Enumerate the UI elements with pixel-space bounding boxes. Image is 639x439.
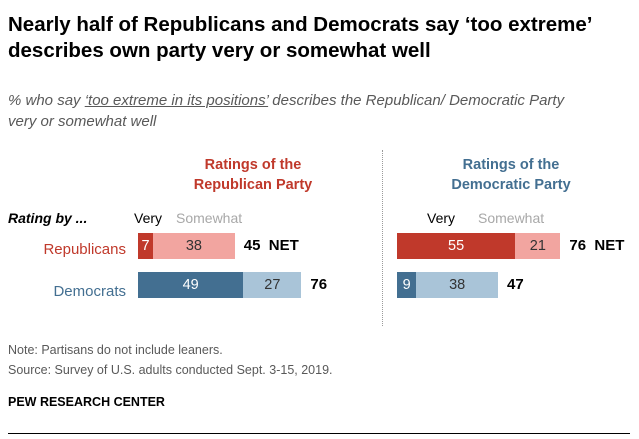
bottom-rule: [8, 433, 630, 434]
bar-democratic-party-democrats-very: 9: [397, 272, 417, 298]
bar-value-label: 7: [141, 238, 150, 254]
panel-title-line2: Republican Party: [193, 177, 313, 193]
net-value-republican-party-democrats: 76: [310, 276, 328, 293]
chart-title: Nearly half of Republicans and Democrats…: [8, 13, 592, 62]
bar-democratic-party-republicans-somewhat: 21: [515, 233, 561, 259]
bar-value-label: 27: [264, 277, 281, 293]
panel-title-democratic: Ratings of the Democratic Party: [426, 155, 596, 195]
panel-divider: [382, 150, 383, 326]
chart-source: Source: Survey of U.S. adults conducted …: [8, 363, 333, 377]
legend-somewhat-republican-panel: Somewhat: [176, 210, 243, 226]
row-label-republicans: Republicans: [43, 241, 126, 258]
legend-very-republican-panel: Very: [134, 210, 163, 226]
panel-title-line1: Ratings of the: [204, 157, 302, 173]
net-value-republican-party-republicans: 45 NET: [243, 237, 299, 254]
chart-subtitle: % who say ‘too extreme in its positions’…: [8, 90, 568, 132]
panel-title-line2: Democratic Party: [451, 177, 571, 193]
net-value-democratic-party-republicans: 76 NET: [569, 237, 625, 254]
bar-republican-party-republicans-very: 7: [138, 233, 154, 259]
bar-value-label: 38: [449, 277, 466, 293]
bar-value-label: 38: [185, 238, 202, 254]
subtitle-suffix: describes the Republican/ Democratic Par…: [8, 92, 565, 130]
row-label-democrats: Democrats: [53, 283, 126, 300]
subtitle-quote: ‘too extreme in its positions’: [84, 92, 269, 109]
bar-value-label: 49: [182, 277, 199, 293]
bar-democratic-party-republicans-very: 55: [397, 233, 516, 259]
rating-by-label: Rating by ...: [8, 210, 88, 226]
bar-value-label: 55: [448, 238, 465, 254]
bar-republican-party-republicans-somewhat: 38: [153, 233, 235, 259]
subtitle-prefix: % who say: [8, 92, 85, 109]
legend-very-democratic-panel: Very: [427, 210, 456, 226]
chart-note: Note: Partisans do not include leaners.: [8, 343, 223, 357]
panel-title-republican: Ratings of the Republican Party: [168, 155, 338, 195]
panel-title-line1: Ratings of the: [462, 157, 560, 173]
bar-value-label: 9: [402, 277, 411, 293]
legend-somewhat-democratic-panel: Somewhat: [478, 210, 545, 226]
bar-value-label: 21: [529, 238, 546, 254]
bar-republican-party-democrats-very: 49: [138, 272, 244, 298]
pew-footer: PEW RESEARCH CENTER: [8, 395, 165, 409]
bar-democratic-party-democrats-somewhat: 38: [416, 272, 499, 298]
bar-republican-party-democrats-somewhat: 27: [243, 272, 302, 298]
net-value-democratic-party-democrats: 47: [507, 276, 524, 293]
